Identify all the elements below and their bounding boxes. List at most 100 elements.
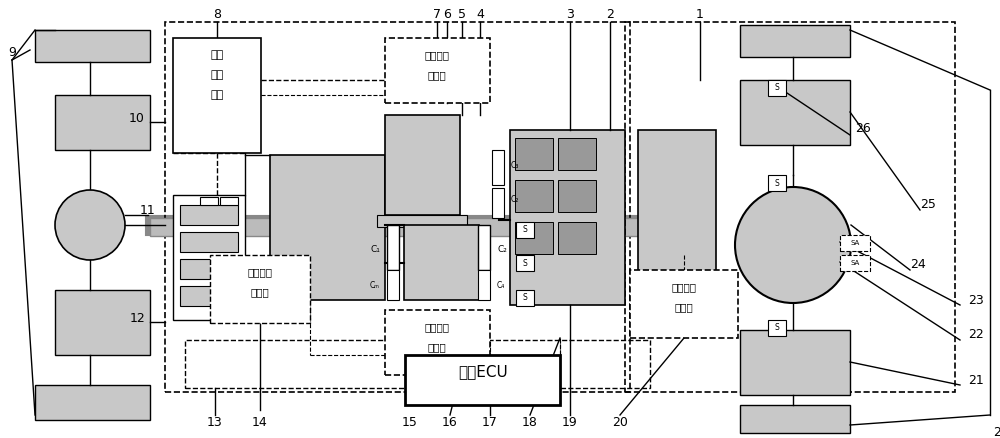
- Circle shape: [55, 190, 125, 260]
- Bar: [768, 320, 786, 336]
- Text: 18: 18: [522, 416, 538, 428]
- Text: S: S: [523, 258, 527, 268]
- Bar: [150, 218, 660, 236]
- Text: 22: 22: [968, 328, 984, 342]
- Bar: [200, 197, 218, 205]
- Text: 25: 25: [920, 198, 936, 212]
- Text: 1: 1: [696, 7, 704, 21]
- Text: 整机ECU: 整机ECU: [458, 364, 508, 379]
- Text: 电动机控: 电动机控: [424, 322, 450, 332]
- Bar: [385, 115, 460, 215]
- Text: 4: 4: [476, 7, 484, 21]
- Text: 制单元: 制单元: [675, 302, 693, 312]
- Text: 10: 10: [129, 112, 145, 124]
- Bar: [165, 22, 630, 392]
- Circle shape: [735, 187, 851, 303]
- Bar: [558, 180, 596, 212]
- Text: SA: SA: [850, 240, 860, 246]
- Bar: [630, 270, 738, 338]
- Bar: [492, 150, 504, 185]
- Text: C₁: C₁: [370, 246, 380, 254]
- Text: 电池: 电池: [210, 50, 224, 60]
- Bar: [270, 155, 385, 300]
- Bar: [638, 130, 716, 305]
- Text: 发电机控: 发电机控: [424, 50, 450, 60]
- Text: 23: 23: [968, 293, 984, 307]
- Text: S: S: [775, 84, 779, 92]
- Bar: [740, 330, 850, 395]
- Bar: [180, 232, 238, 252]
- Text: S: S: [523, 293, 527, 303]
- Bar: [516, 222, 534, 238]
- Bar: [515, 222, 553, 254]
- Bar: [55, 290, 150, 355]
- Bar: [768, 80, 786, 96]
- Bar: [405, 355, 560, 405]
- Text: 15: 15: [402, 416, 418, 428]
- Bar: [516, 290, 534, 306]
- Bar: [740, 25, 850, 57]
- Text: 制单元: 制单元: [428, 342, 446, 352]
- Bar: [35, 30, 150, 62]
- Text: 26: 26: [855, 121, 871, 134]
- Bar: [510, 130, 625, 305]
- Text: S: S: [775, 179, 779, 187]
- Text: 14: 14: [252, 416, 268, 428]
- Bar: [55, 95, 150, 150]
- Bar: [840, 235, 870, 251]
- Text: 系统: 系统: [210, 90, 224, 100]
- Bar: [515, 180, 553, 212]
- Text: 20: 20: [612, 416, 628, 428]
- Text: 2: 2: [606, 7, 614, 21]
- Bar: [377, 215, 467, 227]
- Text: 21: 21: [968, 374, 984, 386]
- Text: 27: 27: [993, 425, 1000, 438]
- Text: 24: 24: [910, 258, 926, 272]
- Text: 16: 16: [442, 416, 458, 428]
- Bar: [740, 80, 850, 145]
- Text: 5: 5: [458, 7, 466, 21]
- Text: 发动机控: 发动机控: [248, 267, 272, 277]
- Bar: [173, 195, 245, 320]
- Bar: [840, 255, 870, 271]
- Bar: [768, 175, 786, 191]
- Text: 制单元: 制单元: [251, 287, 269, 297]
- Bar: [558, 222, 596, 254]
- Text: 变速器控: 变速器控: [672, 282, 696, 292]
- Bar: [404, 225, 479, 300]
- Text: C₄: C₄: [497, 280, 505, 290]
- Bar: [220, 197, 238, 205]
- Bar: [173, 38, 261, 153]
- Bar: [35, 385, 150, 420]
- Bar: [180, 205, 238, 225]
- Text: C₃: C₃: [511, 160, 519, 170]
- Text: 6: 6: [443, 7, 451, 21]
- Text: Cₘ: Cₘ: [370, 280, 380, 290]
- Text: S: S: [775, 324, 779, 332]
- Bar: [740, 405, 850, 433]
- Bar: [180, 259, 238, 279]
- Text: C₂: C₂: [511, 195, 519, 205]
- Text: 17: 17: [482, 416, 498, 428]
- Text: 7: 7: [433, 7, 441, 21]
- Text: S: S: [523, 226, 527, 234]
- Bar: [516, 255, 534, 271]
- Bar: [515, 138, 553, 170]
- Bar: [385, 38, 490, 103]
- Text: 9: 9: [8, 46, 16, 59]
- Text: 8: 8: [213, 7, 221, 21]
- Text: 11: 11: [140, 204, 156, 216]
- Text: 3: 3: [566, 7, 574, 21]
- Text: SA: SA: [850, 260, 860, 266]
- Bar: [385, 310, 490, 375]
- Text: 制单元: 制单元: [428, 70, 446, 80]
- Text: 19: 19: [562, 416, 578, 428]
- Text: C₂: C₂: [497, 246, 507, 254]
- Text: 管理: 管理: [210, 70, 224, 80]
- Bar: [180, 286, 238, 306]
- Bar: [478, 270, 490, 300]
- Bar: [387, 270, 399, 300]
- Bar: [625, 22, 955, 392]
- Bar: [210, 255, 310, 323]
- Text: 12: 12: [129, 311, 145, 325]
